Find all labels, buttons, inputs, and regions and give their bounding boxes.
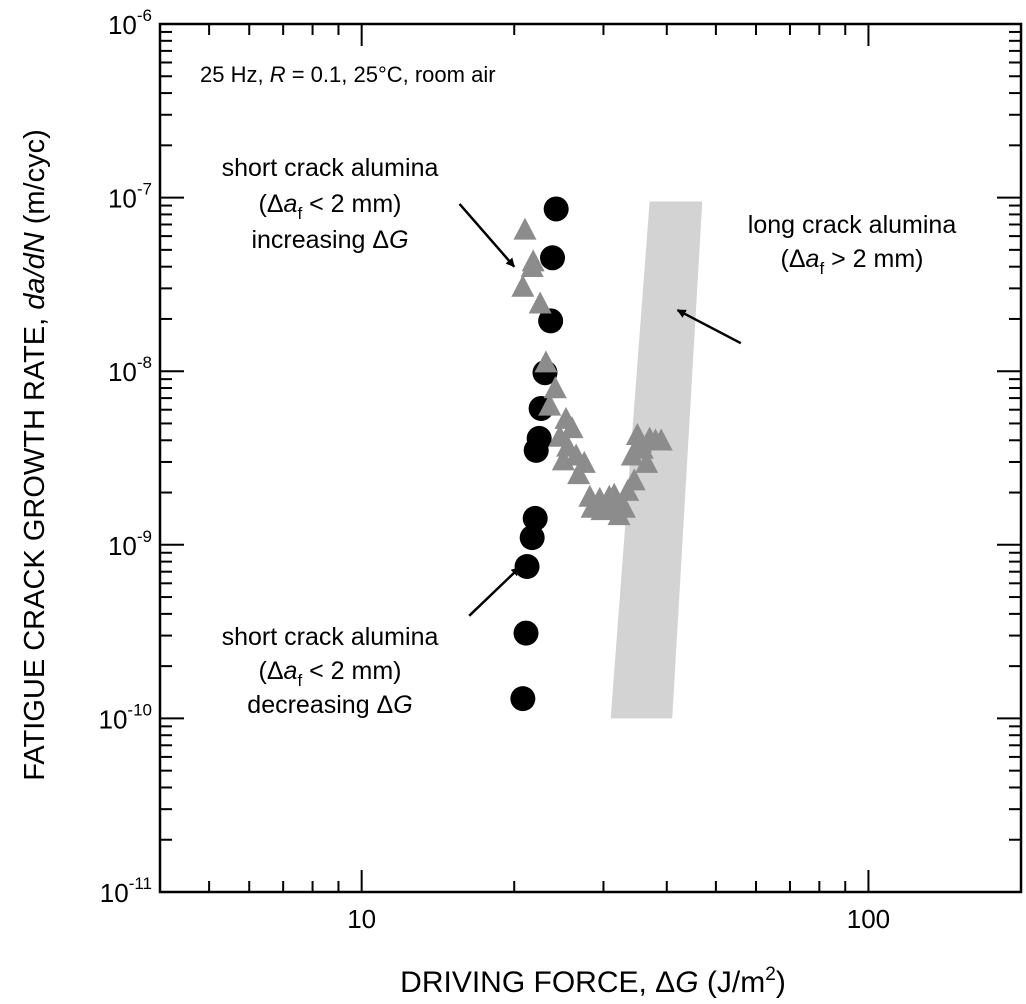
short-crack-decreasing-point (538, 308, 564, 334)
annotation-2: long crack alumina (Δaf > 2 mm) (676, 211, 957, 345)
short-crack-increasing-point (635, 450, 659, 473)
axis-labels-layer: 10 100 10-11 10-10 10-9 10-8 10-7 10-6 (99, 6, 891, 934)
short-crack-decreasing-point (513, 620, 539, 646)
data-points-layer (510, 196, 673, 712)
short-crack-decreasing-point (519, 525, 545, 551)
annotation-text-line: (Δaf < 2 mm) (259, 190, 402, 223)
long-crack-band-layer (610, 201, 703, 719)
annotation-text-line: short crack alumina (222, 154, 439, 182)
annotation-arrow (468, 566, 521, 617)
short-crack-increasing-point (567, 462, 591, 485)
annotation-text-line: (Δaf < 2 mm) (259, 657, 402, 690)
annotation-arrow (676, 308, 742, 345)
x-tick-label: 10 (347, 904, 376, 934)
annotation-1: short crack alumina (Δaf < 2 mm) increasin… (222, 154, 516, 268)
y-tick-label: 10-8 (108, 353, 152, 387)
annotation-text-line: increasing ΔG (251, 226, 408, 254)
axis-ticks-layer (160, 24, 1021, 892)
short-crack-increasing-point (551, 448, 575, 471)
short-crack-decreasing-point (514, 553, 540, 579)
plot-frame (158, 22, 1023, 894)
y-axis-label: FATIGUE CRACK GROWTH RATE, da/dN (m/cyc) (19, 129, 51, 780)
short-crack-decreasing-point (523, 437, 549, 463)
short-crack-decreasing-point (543, 196, 569, 222)
annotation-text-line: decreasing ΔG (247, 691, 412, 719)
short-crack-increasing-point (511, 274, 535, 297)
short-crack-increasing-point (638, 426, 662, 449)
annotation-text-line: short crack alumina (222, 623, 439, 651)
short-crack-decreasing-point (510, 686, 536, 712)
y-tick-label: 10-7 (108, 180, 152, 214)
short-crack-increasing-point (560, 416, 584, 439)
annotation-arrow (458, 203, 516, 268)
y-tick-label: 10-10 (99, 700, 153, 734)
short-crack-increasing-point (612, 495, 636, 518)
short-crack-increasing-point (528, 291, 552, 314)
short-crack-increasing-point (543, 376, 567, 399)
short-crack-increasing-point (520, 254, 544, 277)
long-crack-band (610, 201, 703, 719)
short-crack-increasing-point (513, 217, 537, 240)
x-tick-label: 100 (847, 904, 890, 934)
x-axis-label: DRIVING FORCE, ΔG (J/m2) (400, 964, 786, 999)
y-tick-label: 10-9 (108, 527, 152, 561)
short-crack-increasing-point (538, 393, 562, 416)
short-crack-increasing-point (534, 350, 558, 373)
annotation-text-line: long crack alumina (748, 211, 957, 239)
y-tick-label: 10-6 (108, 6, 152, 40)
short-crack-decreasing-point (522, 505, 548, 531)
annotation-3: short crack alumina (Δaf < 2 mm)decreasin… (222, 566, 521, 719)
short-crack-increasing-point (620, 443, 644, 466)
y-tick-label: 10-11 (100, 874, 152, 908)
short-crack-decreasing-point (540, 245, 566, 271)
annotations-layer: short crack alumina (Δaf < 2 mm) increasin… (222, 154, 957, 719)
annotation-text-line: (Δaf > 2 mm) (781, 245, 924, 278)
test-conditions-label: 25 Hz, R = 0.1, 25°C, room air (200, 62, 496, 87)
short-crack-increasing-point (622, 468, 646, 491)
